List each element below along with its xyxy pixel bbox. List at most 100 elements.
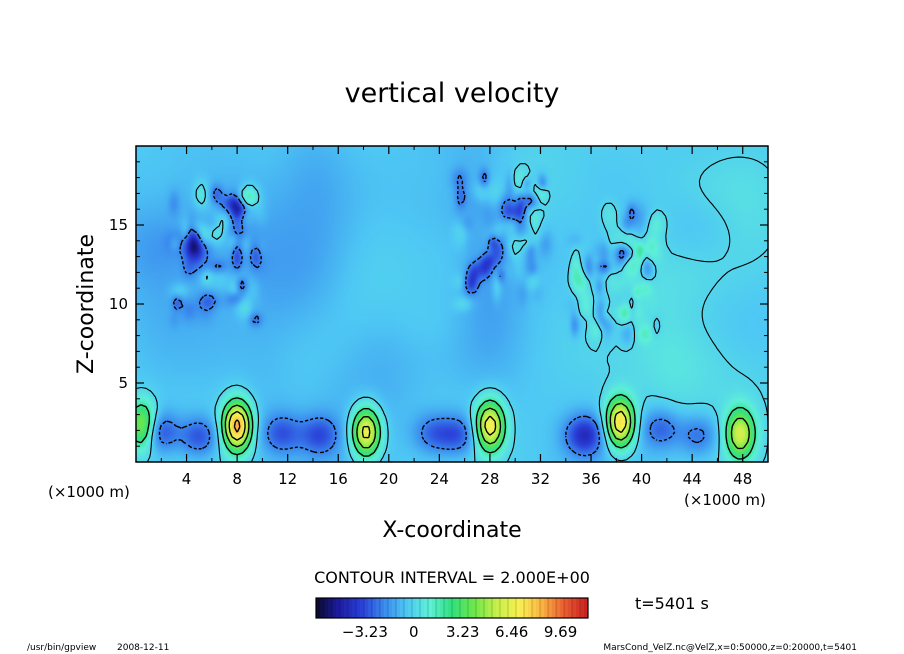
colorbar-cell <box>524 598 529 618</box>
colorbar-cell <box>576 598 581 618</box>
colorbar-cell <box>340 598 345 618</box>
colorbar-cell <box>380 598 385 618</box>
x-tick-label: 40 <box>632 470 651 488</box>
x-tick-label: 4 <box>182 470 192 488</box>
colorbar-cells <box>315 598 589 618</box>
chart-title: vertical velocity <box>345 78 560 109</box>
colorbar-cell <box>360 598 365 618</box>
colorbar-cell <box>328 598 333 618</box>
colorbar-cell <box>560 598 565 618</box>
contour-level-line <box>233 419 241 433</box>
colorbar-tick-label: 9.69 <box>544 623 577 641</box>
colorbar-cell <box>336 598 341 618</box>
x-axis-label: X-coordinate <box>382 518 521 543</box>
x-axis: 4 8 12 16 20 24 28 32 36 40 44 48 <box>160 146 752 488</box>
y-tick-label: 5 <box>118 374 128 392</box>
colorbar-cell <box>484 598 489 618</box>
colorbar-cell <box>372 598 377 618</box>
colorbar-cell <box>496 598 501 618</box>
x-tick-label: 28 <box>480 470 499 488</box>
colorbar-cell <box>432 598 437 618</box>
colorbar-tick-label: 3.23 <box>446 623 479 641</box>
colorbar-cell <box>512 598 517 618</box>
colorbar-cell <box>532 598 537 618</box>
colorbar-tick-labels: −3.23 0 3.23 6.46 9.69 <box>342 623 577 641</box>
colorbar-cell <box>488 598 493 618</box>
colorbar-cell <box>424 598 429 618</box>
x-tick-label: 20 <box>379 470 398 488</box>
colorbar-cell <box>556 598 561 618</box>
colorbar-cell <box>452 598 457 618</box>
colorbar-cell <box>448 598 453 618</box>
colorbar-cell <box>316 598 321 618</box>
velocity-field-heatmap <box>136 146 768 462</box>
colorbar-cell <box>428 598 433 618</box>
colorbar-cell <box>520 598 525 618</box>
colorbar-cell <box>572 598 577 618</box>
colorbar-cell <box>320 598 325 618</box>
y-axis-label: Z-coordinate <box>74 234 99 374</box>
colorbar-cell <box>416 598 421 618</box>
colorbar-cell <box>368 598 373 618</box>
colorbar-tick-label: 0 <box>409 623 419 641</box>
colorbar-cell <box>584 598 589 618</box>
colorbar-cell <box>400 598 405 618</box>
colorbar-cell <box>580 598 585 618</box>
colorbar <box>315 597 589 619</box>
colorbar-frame <box>315 597 589 619</box>
colorbar-cell <box>456 598 461 618</box>
colorbar-cell <box>536 598 541 618</box>
colorbar-cell <box>500 598 505 618</box>
colorbar-cell <box>568 598 573 618</box>
colorbar-cell <box>476 598 481 618</box>
colorbar-tick-label: 6.46 <box>495 623 528 641</box>
colorbar-cell <box>344 598 349 618</box>
x-unit-right: (×1000 m) <box>684 491 766 509</box>
colorbar-cell <box>480 598 485 618</box>
colorbar-cell <box>324 598 329 618</box>
colorbar-cell <box>376 598 381 618</box>
colorbar-cell <box>516 598 521 618</box>
colorbar-cell <box>384 598 389 618</box>
contour-level-line <box>135 393 756 460</box>
contour-lines <box>135 156 769 463</box>
colorbar-cell <box>352 598 357 618</box>
colorbar-cell <box>356 598 361 618</box>
colorbar-cell <box>436 598 441 618</box>
x-tick-label: 32 <box>531 470 550 488</box>
footer-program: /usr/bin/gpview <box>27 643 96 653</box>
colorbar-cell <box>472 598 477 618</box>
time-label: t=5401 s <box>635 594 709 613</box>
colorbar-cell <box>528 598 533 618</box>
colorbar-cell <box>492 598 497 618</box>
colorbar-cell <box>564 598 569 618</box>
y-tick-label: 15 <box>109 216 128 234</box>
colorbar-cell <box>552 598 557 618</box>
contour-level-line <box>228 410 628 441</box>
colorbar-cell <box>412 598 417 618</box>
colorbar-cell <box>440 598 445 618</box>
colorbar-cell <box>388 598 393 618</box>
colorbar-cell <box>504 598 509 618</box>
colorbar-cell <box>404 598 409 618</box>
colorbar-tick-label: −3.23 <box>342 623 388 641</box>
contour-level-line <box>158 172 705 457</box>
contour-interval-label: CONTOUR INTERVAL = 2.000E+00 <box>314 568 590 587</box>
x-unit-left: (×1000 m) <box>48 483 130 501</box>
x-tick-label: 16 <box>329 470 348 488</box>
y-tick-label: 10 <box>109 295 128 313</box>
colorbar-cell <box>548 598 553 618</box>
contour-level-line <box>135 156 769 463</box>
x-tick-label: 48 <box>733 470 752 488</box>
x-tick-label: 12 <box>278 470 297 488</box>
colorbar-cell <box>408 598 413 618</box>
y-axis: 5 10 15 <box>109 161 768 447</box>
x-tick-label: 8 <box>232 470 242 488</box>
colorbar-cell <box>420 598 425 618</box>
colorbar-cell <box>392 598 397 618</box>
colorbar-cell <box>544 598 549 618</box>
colorbar-cell <box>444 598 449 618</box>
plot-area <box>135 145 769 463</box>
colorbar-cell <box>396 598 401 618</box>
